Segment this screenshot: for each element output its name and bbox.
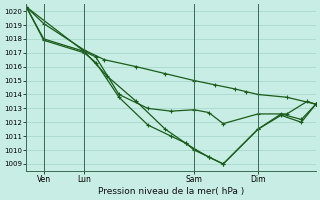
X-axis label: Pression niveau de la mer( hPa ): Pression niveau de la mer( hPa ) xyxy=(98,187,244,196)
